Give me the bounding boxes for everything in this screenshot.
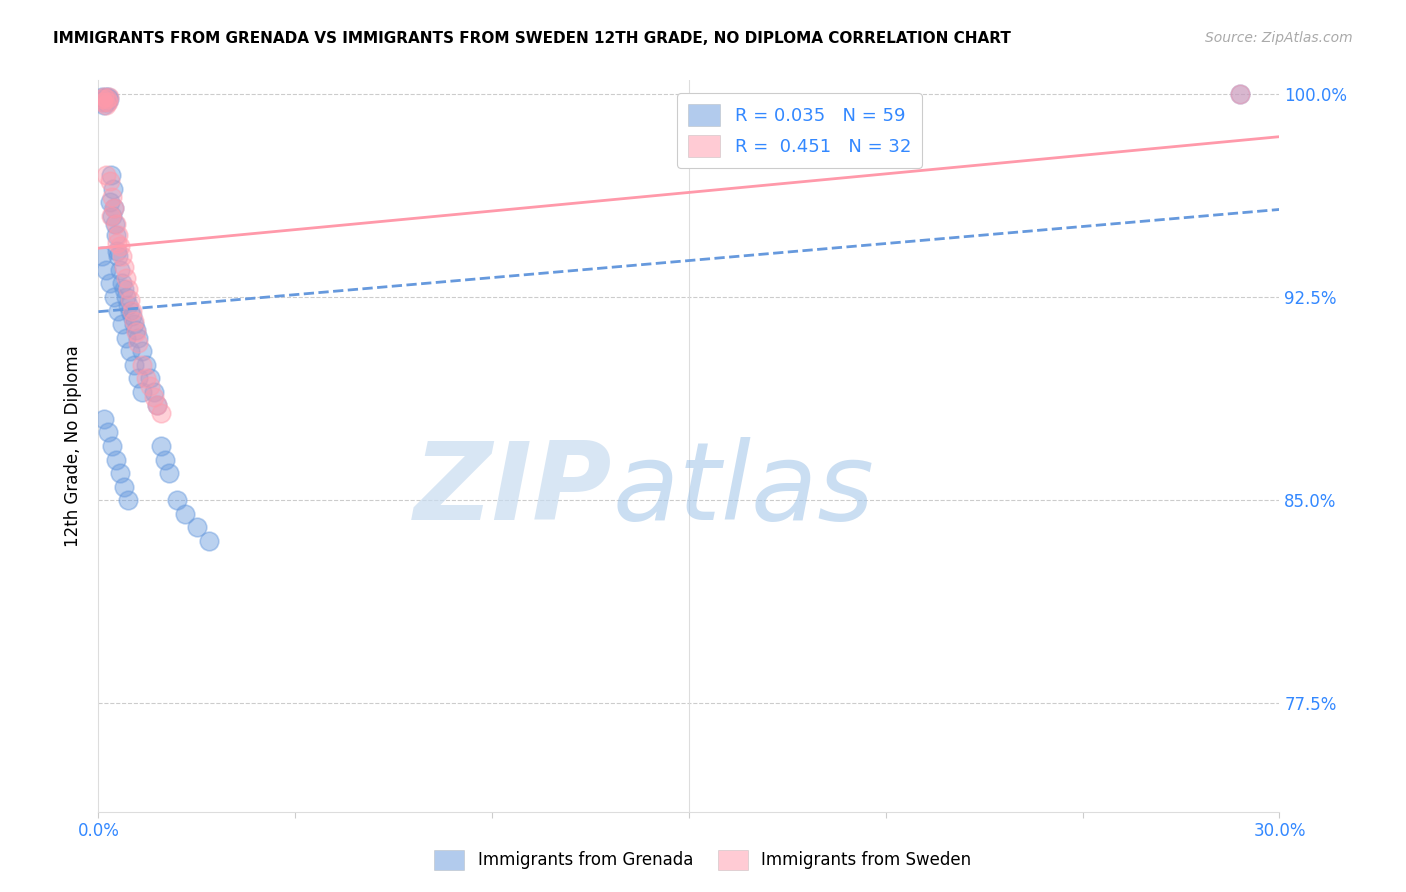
Point: [105, 244, 128, 258]
Point: [111, 249, 134, 263]
Point: [121, 309, 143, 323]
Point: [174, 507, 197, 521]
Point: [96, 95, 118, 109]
Point: [150, 407, 173, 421]
Point: [103, 181, 125, 195]
Point: [96, 97, 118, 112]
Point: [117, 298, 139, 312]
Point: [118, 344, 141, 359]
Point: [127, 371, 149, 385]
Point: [93, 412, 115, 426]
Point: [103, 201, 125, 215]
Point: [101, 209, 124, 223]
Y-axis label: 12th Grade, No Diploma: 12th Grade, No Diploma: [65, 345, 83, 547]
Point: [91, 249, 114, 263]
Point: [105, 217, 128, 231]
Point: [125, 325, 148, 339]
Point: [100, 209, 122, 223]
Point: [122, 314, 145, 328]
Point: [107, 227, 129, 242]
Point: [98, 89, 121, 103]
Point: [1229, 87, 1251, 101]
Point: [138, 379, 160, 393]
Point: [108, 466, 131, 480]
Point: [122, 358, 145, 372]
Point: [112, 260, 135, 275]
Point: [97, 89, 120, 103]
Point: [150, 439, 173, 453]
Point: [97, 95, 120, 109]
Point: [96, 263, 118, 277]
Point: [93, 97, 115, 112]
Point: [155, 452, 177, 467]
Point: [98, 195, 121, 210]
Point: [115, 331, 138, 345]
Point: [90, 89, 112, 103]
Point: [117, 282, 139, 296]
Point: [138, 371, 160, 385]
Point: [135, 371, 157, 385]
Point: [111, 317, 134, 331]
Point: [142, 390, 165, 404]
Point: [108, 263, 131, 277]
Point: [125, 322, 148, 336]
Point: [103, 290, 125, 304]
Point: [121, 303, 143, 318]
Text: IMMIGRANTS FROM GRENADA VS IMMIGRANTS FROM SWEDEN 12TH GRADE, NO DIPLOMA CORRELA: IMMIGRANTS FROM GRENADA VS IMMIGRANTS FR…: [53, 31, 1011, 46]
Point: [115, 271, 138, 285]
Point: [112, 480, 135, 494]
Point: [127, 331, 149, 345]
Text: Source: ZipAtlas.com: Source: ZipAtlas.com: [1205, 31, 1353, 45]
Point: [186, 520, 208, 534]
Point: [142, 384, 165, 399]
Point: [197, 533, 219, 548]
Point: [131, 358, 153, 372]
Point: [91, 95, 114, 109]
Text: atlas: atlas: [612, 437, 875, 542]
Point: [112, 282, 135, 296]
Legend: Immigrants from Grenada, Immigrants from Sweden: Immigrants from Grenada, Immigrants from…: [427, 843, 979, 877]
Point: [146, 398, 169, 412]
Legend: R = 0.035   N = 59, R =  0.451   N = 32: R = 0.035 N = 59, R = 0.451 N = 32: [678, 93, 922, 168]
Text: ZIP: ZIP: [413, 437, 612, 543]
Point: [131, 384, 153, 399]
Point: [107, 303, 129, 318]
Point: [118, 303, 141, 318]
Point: [98, 277, 121, 291]
Point: [103, 201, 125, 215]
Point: [98, 92, 121, 106]
Point: [91, 92, 114, 106]
Point: [105, 235, 128, 250]
Point: [101, 190, 124, 204]
Point: [117, 493, 139, 508]
Point: [157, 466, 180, 480]
Point: [166, 493, 188, 508]
Point: [94, 92, 117, 106]
Point: [127, 336, 149, 351]
Point: [1229, 87, 1251, 101]
Point: [91, 92, 114, 106]
Point: [105, 227, 128, 242]
Point: [131, 344, 153, 359]
Point: [94, 168, 117, 182]
Point: [108, 238, 131, 252]
Point: [118, 293, 141, 307]
Point: [105, 452, 128, 467]
Point: [96, 89, 118, 103]
Point: [135, 358, 157, 372]
Point: [97, 425, 120, 440]
Point: [122, 317, 145, 331]
Point: [115, 290, 138, 304]
Point: [146, 398, 169, 412]
Point: [107, 249, 129, 263]
Point: [111, 277, 134, 291]
Point: [93, 89, 115, 103]
Point: [91, 95, 114, 109]
Point: [96, 92, 118, 106]
Point: [101, 439, 124, 453]
Point: [104, 217, 127, 231]
Point: [98, 173, 121, 187]
Point: [100, 168, 122, 182]
